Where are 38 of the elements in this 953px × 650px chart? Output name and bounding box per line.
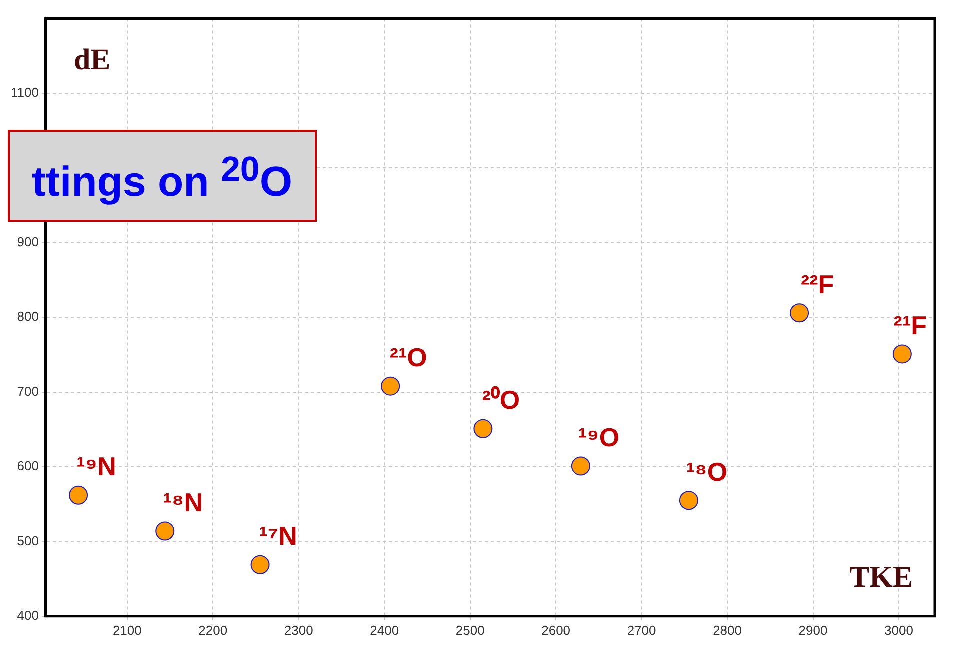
point — [571, 456, 590, 476]
x-tick-label: 2500 — [456, 622, 485, 638]
annotation: ²²F — [800, 269, 834, 300]
x-tick-label: 2100 — [112, 622, 142, 638]
point — [69, 486, 88, 505]
y-tick-label: 900 — [17, 234, 39, 250]
annotation: ¹⁹O — [578, 422, 620, 452]
x-tick-label: 2900 — [798, 622, 828, 638]
y-axis-title: dE — [74, 44, 111, 77]
x-tick-label: 2300 — [284, 622, 314, 638]
point — [250, 555, 270, 574]
y-tick-label: 700 — [17, 384, 39, 399]
x-tick-label: 3000 — [884, 622, 914, 638]
x-tick-label: 2400 — [370, 622, 400, 638]
y-tick-label: 500 — [17, 533, 39, 548]
annotation: ¹⁹N — [76, 452, 116, 482]
point — [474, 419, 493, 438]
point — [381, 376, 400, 396]
point — [892, 344, 912, 364]
point — [790, 304, 810, 323]
annotation: ¹⁸O — [686, 456, 728, 487]
x-tick-label: 2600 — [542, 622, 571, 638]
x-axis-title: TKE — [850, 561, 913, 594]
x-tick-label: 2700 — [627, 622, 656, 638]
y-tick-label: 800 — [17, 309, 39, 324]
annotation: ²⁰O — [482, 385, 520, 416]
y-tick-label: 1100 — [10, 85, 39, 100]
annotation: ²¹F — [894, 310, 927, 340]
point — [156, 522, 175, 541]
point — [679, 491, 698, 510]
y-tick-label: 400 — [17, 608, 39, 623]
y-tick-label: 600 — [17, 458, 39, 474]
annotation: ²¹O — [390, 342, 428, 372]
x-tick-label: 2200 — [198, 622, 228, 638]
x-tick-label: 2800 — [713, 622, 742, 638]
text: ttings on $^{20}$O — [8, 130, 317, 222]
annotation: ¹⁸N — [163, 487, 203, 518]
annotation: ¹⁷N — [259, 521, 298, 552]
